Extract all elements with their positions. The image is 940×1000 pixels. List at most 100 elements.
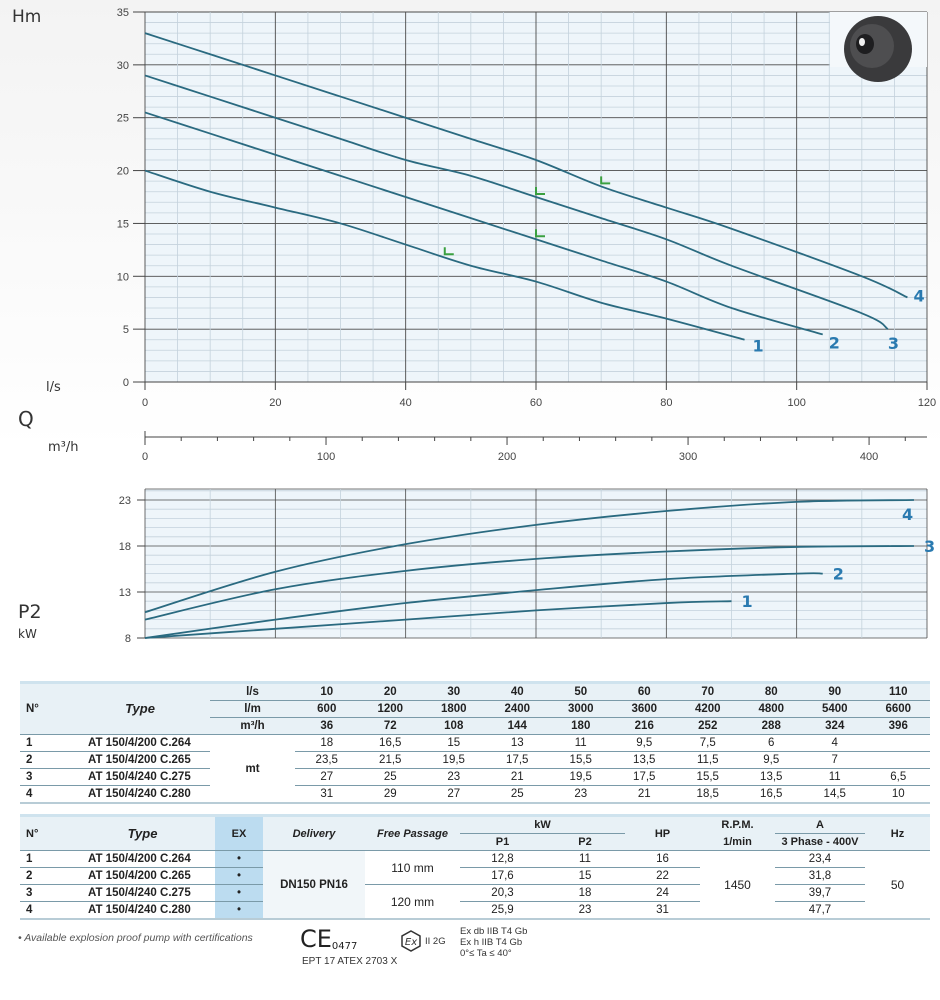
ex-availability: • — [215, 867, 263, 885]
specs-table: N° Type EX Delivery Free Passage kW HP R.P.M. A H… — [20, 814, 930, 920]
free-passage-value: 110 mm — [365, 850, 460, 885]
flow-value: 20 — [358, 682, 422, 701]
pump-type: AT 150/4/200 C.265 — [70, 751, 210, 769]
head-value: 13,5 — [612, 751, 676, 769]
flow-value: 40 — [485, 682, 549, 701]
y-tick-label: 10 — [117, 271, 129, 283]
head-value: 27 — [422, 785, 486, 803]
flow-value: 108 — [444, 720, 464, 732]
impeller-hole — [856, 34, 874, 54]
power-curve-4 — [144, 499, 914, 614]
head-value: 14,5 — [803, 785, 867, 803]
head-curve-4 — [144, 32, 908, 299]
table-row: 2 AT 150/4/200 C.265 23,5 21,5 19,5 17,5 15,5 1… — [20, 751, 930, 769]
header-no: N° — [26, 827, 39, 840]
head-value: 17,5 — [485, 751, 549, 769]
header-row: m³/h 36 72 108 144 180 216 252 288 324 396 — [20, 718, 930, 735]
head-curve-2 — [144, 111, 823, 336]
x-tick-label: 100 — [787, 397, 805, 409]
flow-value: 30 — [422, 682, 486, 701]
power-curve-1 — [144, 600, 732, 639]
header-type: Type — [125, 701, 155, 716]
head-value — [866, 751, 930, 769]
y-tick-label: 25 — [117, 113, 129, 125]
ex-hexagon-icon: Ex — [401, 930, 421, 952]
header-unit: l/s — [210, 682, 295, 701]
flow-value: 4200 — [676, 700, 740, 718]
flow-value: 3600 — [612, 700, 676, 718]
secondary-x-tick-label: 300 — [679, 451, 697, 463]
delivery-value: DN150 PN16 — [263, 850, 365, 919]
head-curve-1 — [144, 169, 745, 341]
x-tick-label: 120 — [918, 397, 936, 409]
header-no: N° — [26, 703, 39, 715]
row-number: 4 — [20, 785, 70, 803]
head-value: 9,5 — [612, 734, 676, 752]
head-value: 13,5 — [739, 768, 803, 786]
header-row: N° Type l/s 10 20 30 40 50 60 70 80 90 110 — [20, 682, 930, 716]
header-row: l/m 600 1200 1800 2400 3000 3600 4200 4800 5400 66… — [20, 700, 930, 718]
flow-value: 324 — [825, 720, 845, 732]
y-tick-label: 5 — [123, 324, 129, 336]
flow-value: 80 — [739, 682, 803, 701]
ex-availability: • — [215, 884, 263, 902]
flow-value: 3000 — [549, 700, 613, 718]
row-number: 1 — [20, 850, 70, 868]
row-number: 4 — [20, 901, 70, 919]
hp-value: 31 — [625, 901, 700, 919]
performance-charts: 0 5 10 15 20 25 30 35 Hm 0 20 40 60 80 100 120 l/s Qm³/h 0… — [12, 7, 936, 645]
header-p1: P1 — [495, 836, 510, 848]
pump-type: AT 150/4/200 C.264 — [70, 850, 215, 868]
head-value: 15,5 — [549, 751, 613, 769]
head-table: N° Type l/s 10 20 30 40 50 60 70 80 90 110 l/m 600 1200… — [20, 681, 930, 804]
flow-value: 288 — [761, 720, 781, 732]
flow-value: 180 — [571, 720, 591, 732]
p1-value: 25,9 — [460, 901, 545, 919]
row-number: 3 — [20, 768, 70, 786]
head-value: 21,5 — [358, 751, 422, 769]
hp-value: 24 — [625, 884, 700, 902]
table-row: 3 AT 150/4/240 C.275 • 120 mm 20,3 18 24 39,7 — [20, 884, 930, 919]
header-rpm-unit: 1/min — [723, 835, 752, 848]
flow-value: 396 — [888, 720, 908, 732]
head-value: 11 — [803, 768, 867, 786]
power-curve-label: 1 — [742, 592, 753, 611]
head-curve-label: 3 — [888, 334, 899, 353]
head-value: 15 — [422, 734, 486, 752]
head-value: 18 — [295, 734, 359, 752]
explosion-proof-note: • Available explosion proof pump with ce… — [18, 932, 253, 944]
flow-value: 5400 — [803, 700, 867, 718]
flow-value: 600 — [295, 700, 359, 718]
ex-line: Ex h IIB T4 Gb — [460, 937, 523, 948]
pump-type: AT 150/4/240 C.275 — [70, 884, 215, 902]
atex-certificate: EPT 17 ATEX 2703 X — [302, 956, 398, 967]
flow-value: 60 — [612, 682, 676, 701]
row-number: 2 — [20, 751, 70, 769]
flow-value: 36 — [320, 720, 334, 732]
y-axis-title: Hm — [12, 7, 41, 27]
head-value: 13 — [485, 734, 549, 752]
x-unit-ls: l/s — [46, 380, 61, 395]
pump-type: AT 150/4/200 C.264 — [70, 734, 210, 752]
table-row: 2 AT 150/4/200 C.265 • 17,6 15 22 31,8 — [20, 867, 930, 885]
header-hp: HP — [654, 827, 671, 840]
best-efficiency-marker — [535, 187, 545, 195]
head-value: 27 — [295, 768, 359, 786]
head-value: 16,5 — [358, 734, 422, 752]
free-passage-value: 120 mm — [365, 884, 460, 919]
flow-value: 216 — [634, 720, 654, 732]
x-tick-label: 40 — [400, 397, 412, 409]
head-value: 19,5 — [422, 751, 486, 769]
head-value: 10 — [866, 785, 930, 803]
flow-value: 90 — [803, 682, 867, 701]
y-tick-label: 30 — [117, 60, 129, 72]
x-tick-label: 20 — [269, 397, 281, 409]
head-curve-label: 1 — [753, 337, 764, 356]
ce-logo: CE — [300, 925, 332, 953]
flow-value: 1200 — [358, 700, 422, 718]
p2-value: 11 — [545, 850, 625, 868]
flow-value: 70 — [676, 682, 740, 701]
head-value: 31 — [295, 785, 359, 803]
head-value: 15,5 — [676, 768, 740, 786]
header-unit: m³/h — [240, 720, 265, 732]
